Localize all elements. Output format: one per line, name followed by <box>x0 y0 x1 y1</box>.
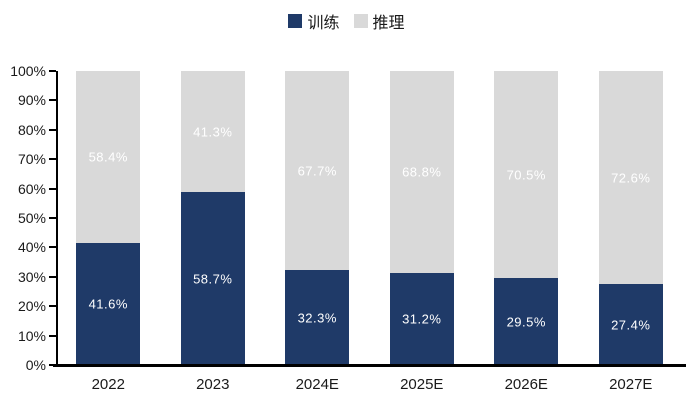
y-axis-tick-mark <box>49 275 56 278</box>
bar-segment-train <box>76 242 141 365</box>
legend-item: 推理 <box>353 9 405 33</box>
bar-value-label: 70.5% <box>506 167 546 183</box>
bar-value-label: 72.6% <box>611 170 651 186</box>
y-axis-tick-mark <box>49 334 56 337</box>
bar-segment-train <box>180 192 245 365</box>
y-axis-tick-mark <box>49 217 56 219</box>
y-axis-tick-label: 70% <box>17 151 46 168</box>
bar-segment-train <box>389 273 454 365</box>
x-axis-category-label: 2024E <box>295 376 339 393</box>
bar-value-label: 27.4% <box>611 317 651 333</box>
bar-value-label: 32.3% <box>297 310 337 326</box>
bar-segment-inference <box>285 71 350 271</box>
y-axis-tick-label: 90% <box>17 92 46 109</box>
bar-segment-inference <box>598 71 663 285</box>
x-axis-category-label: 2025E <box>400 376 444 393</box>
y-axis-tick-label: 20% <box>17 298 46 315</box>
bar-value-label: 41.3% <box>193 124 233 140</box>
legend-swatch <box>288 14 303 28</box>
bar-value-label: 68.8% <box>402 164 442 180</box>
y-axis-tick-mark <box>49 364 56 366</box>
y-axis-tick-label: 100% <box>10 63 46 79</box>
legend-label: 训练 <box>307 15 340 32</box>
y-axis-tick-label: 30% <box>17 268 46 285</box>
y-axis-tick-mark <box>49 305 56 308</box>
bar-segment-train <box>598 284 663 365</box>
y-axis-tick-mark <box>49 128 56 131</box>
bar-value-label: 29.5% <box>506 314 546 330</box>
y-axis-tick-label: 50% <box>17 210 46 226</box>
x-axis-line <box>53 364 686 367</box>
bar-segment-train <box>285 270 350 365</box>
bar-value-label: 31.2% <box>402 311 442 327</box>
x-axis-category-label: 2027E <box>609 376 653 393</box>
y-axis-tick-mark <box>49 246 56 249</box>
legend-item: 训练 <box>288 9 340 33</box>
chart-legend: 训练 推理 <box>0 9 693 33</box>
x-axis-category-label: 2023 <box>196 376 230 393</box>
y-axis-tick-label: 10% <box>17 327 46 344</box>
legend-swatch <box>353 14 368 28</box>
y-axis-tick-mark <box>49 99 56 102</box>
bar-segment-inference <box>389 71 454 274</box>
bar-segment-inference <box>494 71 559 279</box>
y-axis-line <box>56 71 58 367</box>
y-axis-tick-label: 40% <box>17 239 46 256</box>
y-axis-tick-mark <box>49 70 56 72</box>
bar-segment-inference <box>76 71 141 243</box>
bar-value-label: 58.7% <box>193 271 233 287</box>
y-axis-tick-label: 0% <box>25 357 46 373</box>
y-axis-tick-label: 60% <box>17 180 46 197</box>
bar-value-label: 67.7% <box>297 163 337 179</box>
bar-value-label: 58.4% <box>88 149 128 165</box>
legend-label: 推理 <box>372 15 405 32</box>
x-axis-category-label: 2026E <box>504 376 548 393</box>
y-axis-tick-mark <box>49 158 56 161</box>
bar-value-label: 41.6% <box>88 296 128 312</box>
bar-segment-inference <box>180 71 245 193</box>
x-axis-category-label: 2022 <box>91 376 125 393</box>
y-axis-tick-mark <box>49 187 56 190</box>
bar-segment-train <box>494 278 559 365</box>
y-axis-tick-label: 80% <box>17 121 46 138</box>
